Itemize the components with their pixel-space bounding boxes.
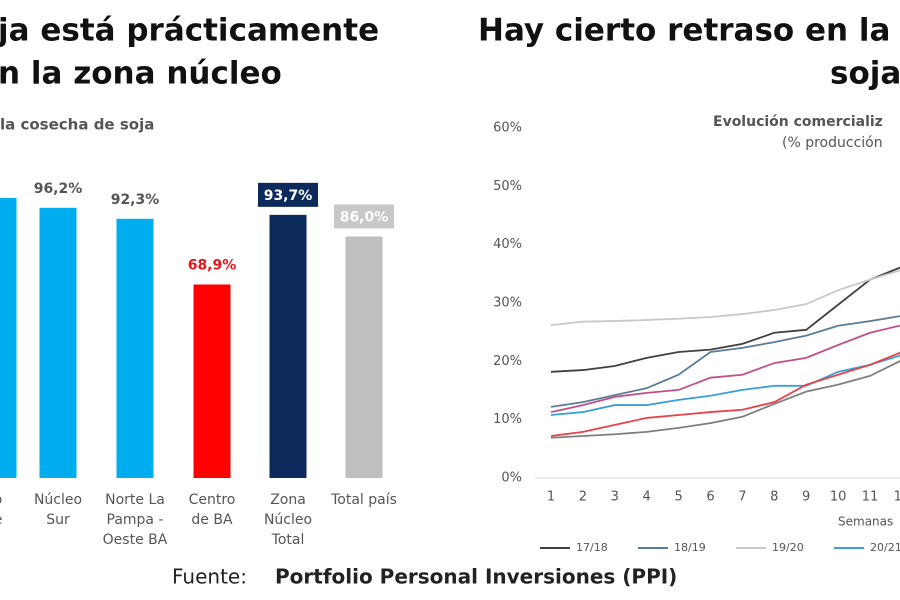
x-tick-label: 1 xyxy=(547,490,555,505)
legend-label: 18/19 xyxy=(674,541,706,554)
x-tick-label: oe xyxy=(0,492,2,528)
line-series xyxy=(550,351,900,437)
legend-label: 19/20 xyxy=(772,541,804,554)
line-series xyxy=(550,315,900,408)
x-tick-label: 12 xyxy=(894,490,900,505)
x-tick-label: 8 xyxy=(770,490,778,505)
y-tick-label: 20% xyxy=(493,354,522,369)
left-title: n la zona núcleo xyxy=(0,56,282,92)
bar xyxy=(116,218,154,478)
value-label-box xyxy=(334,204,394,229)
x-tick-label: Norte La Pampa -Oeste BA xyxy=(103,492,168,548)
right-title: Hay cierto retraso en la c xyxy=(478,13,900,49)
bar xyxy=(193,284,231,478)
x-tick-label: Total país xyxy=(330,492,397,508)
x-tick-label: Núcleo Sur xyxy=(34,492,82,528)
y-tick-label: 40% xyxy=(493,237,522,252)
bar xyxy=(345,236,383,478)
x-tick-label: 11 xyxy=(862,490,879,505)
x-tick-label: 5 xyxy=(674,490,682,505)
x-tick-label: 3 xyxy=(611,490,619,505)
bar xyxy=(0,198,17,478)
x-tick-label: 2 xyxy=(579,490,587,505)
legend-label: 20/21 xyxy=(870,541,900,554)
value-label: 93,7% xyxy=(264,188,313,204)
value-label: 68,9% xyxy=(188,257,237,273)
y-tick-label: 60% xyxy=(493,121,522,136)
x-tick-label: 4 xyxy=(643,490,651,505)
y-tick-label: 0% xyxy=(501,471,522,486)
x-tick-label: 9 xyxy=(802,490,810,505)
right-subtitle: Evolución comercializ xyxy=(713,114,883,130)
line-series xyxy=(550,269,900,327)
line-series xyxy=(550,324,900,413)
y-tick-label: 10% xyxy=(493,412,522,427)
footer-source: Portfolio Personal Inversiones (PPI) xyxy=(275,565,677,589)
x-axis-title: Semanas xyxy=(838,515,893,529)
line-series xyxy=(550,354,900,416)
x-tick-label: 7 xyxy=(738,490,746,505)
value-label-box xyxy=(258,182,318,207)
value-label: 96,2% xyxy=(34,181,83,197)
value-label: 92,3% xyxy=(111,192,160,208)
line-series xyxy=(550,266,900,373)
bar xyxy=(39,207,77,479)
left-title: ja está prácticamente xyxy=(0,13,379,49)
value-label: 86,0% xyxy=(340,209,389,225)
x-tick-label: Centro de BA xyxy=(189,492,236,528)
legend-label: 17/18 xyxy=(576,541,608,554)
x-tick-label: 10 xyxy=(830,490,847,505)
x-tick-label: 6 xyxy=(706,490,714,505)
footer-prefix: Fuente: xyxy=(172,565,247,589)
right-subtitle: (% producción xyxy=(782,135,883,151)
x-tick-label: Zona Núcleo Total xyxy=(264,492,312,548)
right-title: soja xyxy=(830,56,900,92)
y-tick-label: 50% xyxy=(493,179,522,194)
line-series xyxy=(550,360,900,439)
left-subtitle: la cosecha de soja xyxy=(0,116,154,134)
y-tick-label: 30% xyxy=(493,296,522,311)
bar xyxy=(269,214,307,478)
